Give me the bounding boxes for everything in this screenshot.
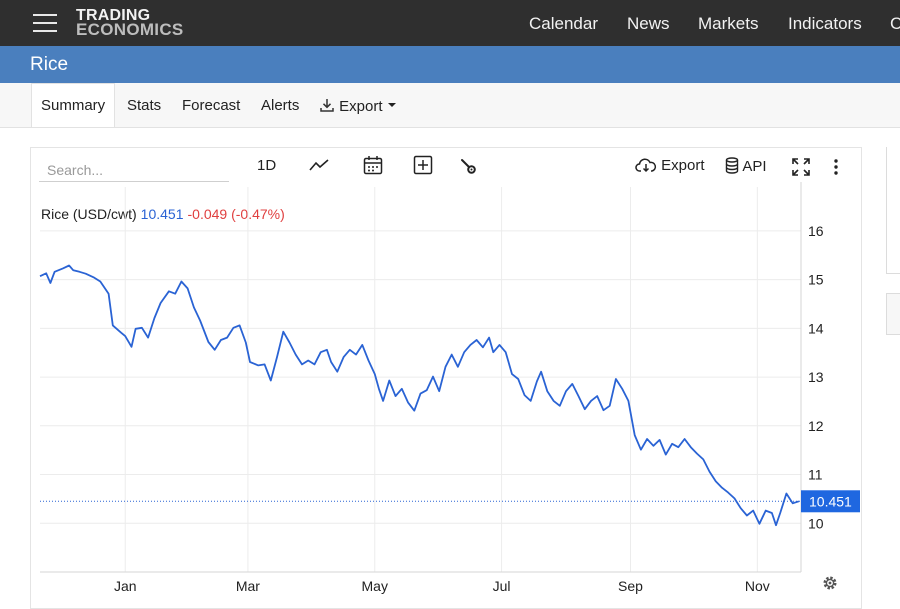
nav-more-truncated[interactable]: C [890,14,900,34]
tab-stats[interactable]: Stats [127,97,161,114]
x-tick-label: Jan [114,578,137,594]
y-tick-label: 12 [808,418,824,434]
nav-news[interactable]: News [627,14,670,34]
page-title-bar: Rice [0,46,900,83]
download-icon [319,97,335,113]
nav-markets[interactable]: Markets [698,14,758,34]
chart-panel: 1D Export [30,147,862,609]
nav-indicators[interactable]: Indicators [788,14,862,34]
top-navbar: TRADING ECONOMICS Calendar News Markets … [0,0,900,46]
x-tick-label: Jul [493,578,511,594]
y-tick-label: 13 [808,369,824,385]
last-value-tag-label: 10.451 [809,493,852,509]
y-tick-label: 14 [808,320,824,336]
chart-settings-icon[interactable] [821,574,839,597]
page-title: Rice [30,54,68,76]
series-line [40,266,799,526]
logo-line-2: ECONOMICS [76,23,184,37]
tab-export[interactable]: Export [319,97,397,115]
tab-summary[interactable]: Summary [31,83,115,127]
x-tick-label: Sep [618,578,643,594]
tab-forecast[interactable]: Forecast [182,97,240,114]
y-tick-label: 11 [808,467,823,483]
x-tick-label: May [362,578,388,594]
hamburger-menu-icon[interactable] [33,13,57,33]
y-tick-label: 15 [808,272,824,288]
logo[interactable]: TRADING ECONOMICS [76,9,184,37]
caret-down-icon [387,100,397,110]
side-panel-edge-lower [886,293,900,335]
side-panel-edge [886,147,900,274]
x-tick-label: Nov [745,578,770,594]
x-tick-label: Mar [236,578,260,594]
y-tick-label: 10 [808,515,824,531]
tab-bar: Summary Stats Forecast Alerts Export [0,83,900,128]
y-tick-label: 16 [808,223,824,239]
tab-alerts[interactable]: Alerts [261,97,299,114]
nav-calendar[interactable]: Calendar [529,14,598,34]
price-chart[interactable]: 10 11 12 13 14 15 16 Jan Mar May Jul Sep Nov 10.451 [31,148,861,608]
tab-export-label: Export [339,98,382,115]
